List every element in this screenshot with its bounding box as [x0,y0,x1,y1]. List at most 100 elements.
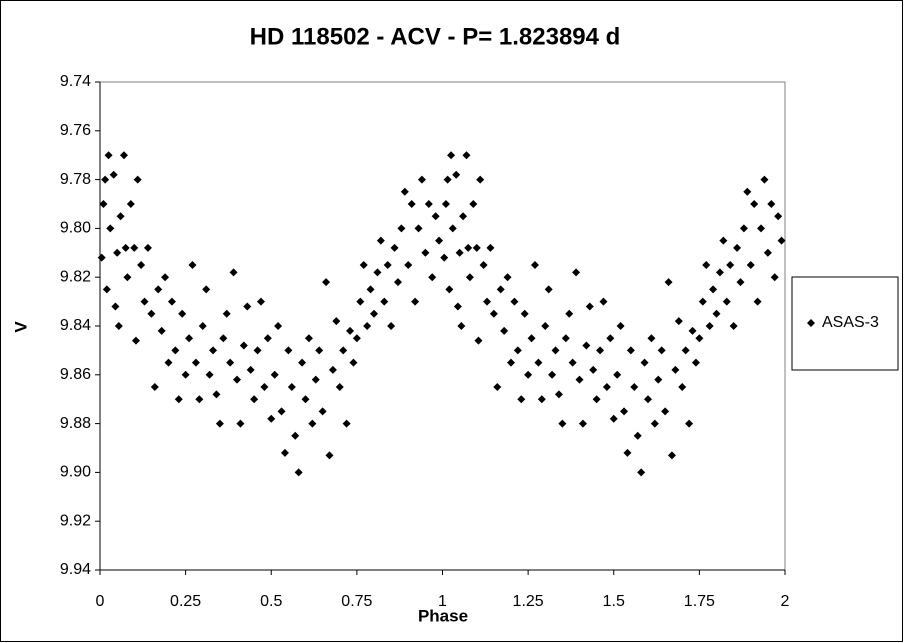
x-tick-label: 1.75 [684,593,715,610]
x-tick-label: 1 [438,593,447,610]
data-point [113,248,122,257]
data-point [443,175,452,184]
data-point [465,273,474,282]
data-point [435,236,444,245]
data-point [291,431,300,440]
data-point [346,326,355,335]
data-point [99,200,108,208]
data-point [280,448,289,457]
data-point [671,365,680,374]
data-point [602,383,611,391]
data-point [691,358,700,367]
data-point [746,261,755,269]
data-point [455,248,464,257]
data-point [260,383,269,391]
data-point [507,358,515,367]
data-point [188,261,197,269]
data-point [116,212,125,221]
data-point [397,224,406,233]
data-point [644,395,652,404]
data-point [688,326,697,335]
data-point [270,370,279,379]
data-point [195,395,204,404]
data-point [143,243,152,252]
data-point [233,375,241,384]
data-point [287,383,296,391]
x-tick-label: 1.25 [513,593,544,610]
data-point [572,268,581,277]
data-point [582,341,591,350]
x-tick-label: 0.5 [260,593,282,610]
data-point [111,302,120,311]
data-point [613,370,622,379]
x-tick-label: 0 [96,593,105,610]
data-point [284,346,293,355]
data-point [606,334,615,343]
data-point [664,278,673,287]
data-point [167,297,176,306]
x-tick-label: 0.75 [341,593,372,610]
data-point [250,395,259,404]
data-point [520,309,529,318]
data-point [609,414,618,423]
data-point [342,419,351,428]
data-point [561,334,570,343]
data-point [256,297,265,306]
y-tick-label: 9.88 [60,415,91,432]
data-point [702,261,711,269]
data-point [630,383,639,391]
data-point [411,297,420,306]
data-point [253,346,262,355]
data-point [229,268,238,277]
y-tick-label: 9.80 [60,220,91,237]
data-point [114,322,123,330]
data-point [770,273,779,282]
data-point [376,236,385,245]
legend [791,276,899,371]
data-point [585,302,594,311]
data-point [161,273,170,282]
data-point [393,278,402,287]
data-point [667,451,676,460]
data-point [349,358,358,367]
data-point [104,151,113,160]
data-point [705,322,714,330]
data-point [328,365,337,374]
data-point [476,175,485,184]
data-point [222,309,231,318]
data-point [719,236,728,245]
data-point [441,200,450,208]
data-point [541,322,550,330]
data-point [774,212,783,221]
chart-title: HD 118502 - ACV - P= 1.823894 d [250,23,621,50]
data-point [517,395,526,404]
data-point [164,358,173,367]
y-tick-label: 9.78 [60,171,91,188]
data-point [462,151,471,160]
data-point [496,285,505,294]
data-point [596,346,605,355]
data-point [123,273,132,282]
x-tick-label: 0.25 [170,593,201,610]
data-point [709,285,718,294]
data-point [736,278,745,287]
data-point [370,309,378,318]
data-point [150,383,159,391]
data-point [202,285,211,294]
data-point [315,346,324,355]
y-tick-label: 9.76 [60,122,91,139]
data-point [178,309,187,318]
data-point [294,468,303,477]
data-point [554,390,563,399]
data-point [140,297,149,306]
data-point [527,334,536,343]
data-point [599,297,608,306]
data-point [510,297,519,306]
data-point [417,175,426,184]
data-point [400,187,409,196]
data-point [431,212,440,221]
data-point [325,451,334,460]
data-point [558,419,567,428]
data-point [753,297,762,306]
data-point [479,261,488,269]
